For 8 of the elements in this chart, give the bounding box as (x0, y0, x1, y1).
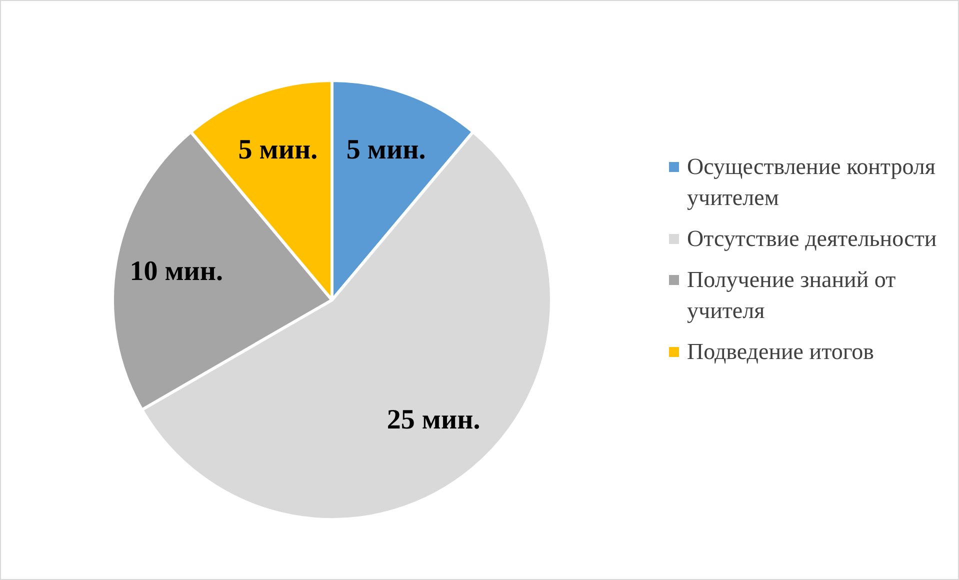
data-label: 10 мин. (130, 256, 224, 287)
data-label: 5 мин. (346, 134, 426, 166)
legend-label: Получение знаний от учителя (687, 266, 897, 325)
data-label: 25 мин. (386, 404, 480, 436)
legend-label: Подведение итогов (687, 338, 874, 366)
data-label: 5 мин. (238, 134, 318, 166)
legend-label: Осуществление контроля учителем (687, 153, 936, 212)
legend-label: Отсутствие деятельности (687, 225, 937, 253)
